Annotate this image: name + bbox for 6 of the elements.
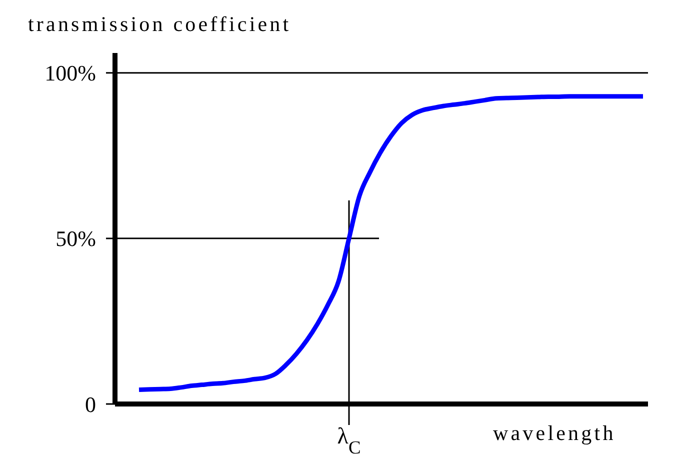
y-tick-label: 50% (56, 226, 96, 252)
y-tick-label: 100% (44, 60, 96, 86)
y-tick-label: 0 (85, 392, 96, 417)
x-tick-label: λ$_{C}$ (337, 424, 361, 456)
y-axis-title: transmission coefficient (28, 12, 292, 36)
x-axis-title: wavelength (493, 421, 616, 445)
